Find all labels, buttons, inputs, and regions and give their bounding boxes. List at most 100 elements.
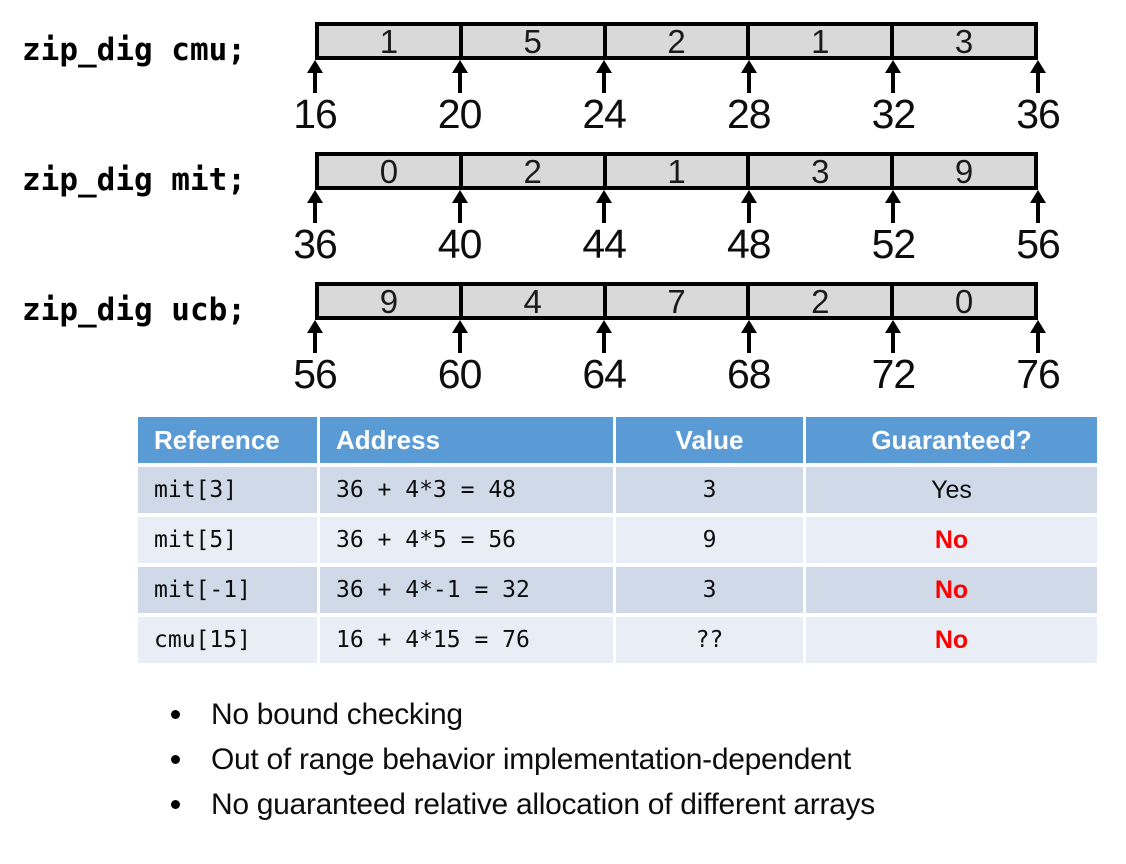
address-label-ucb-1: 60 bbox=[437, 351, 483, 397]
arrow-up-icon bbox=[307, 320, 323, 333]
arrow-shaft bbox=[457, 202, 462, 223]
address-arrow-cmu-3 bbox=[740, 60, 758, 93]
array-cell-ucb-0: 9 bbox=[319, 285, 463, 318]
arrow-up-icon bbox=[885, 320, 902, 333]
guaranteed-cell: Yes bbox=[806, 467, 1097, 513]
arrow-up-icon bbox=[885, 190, 902, 203]
guaranteed-text: Yes bbox=[931, 475, 972, 504]
arrow-up-icon bbox=[1030, 60, 1046, 73]
guaranteed-text: No bbox=[934, 575, 969, 604]
value-cell: 3 bbox=[616, 567, 806, 613]
bullet-text: No bound checking bbox=[211, 697, 463, 731]
address-cell: 36 + 4*-1 = 32 bbox=[320, 567, 616, 613]
table-row: mit[5] 36 + 4*5 = 56 9 No bbox=[138, 517, 1097, 563]
guaranteed-text: No bbox=[934, 625, 969, 654]
address-arrow-cmu-4 bbox=[884, 60, 902, 93]
address-arrow-mit-4 bbox=[884, 190, 902, 223]
array-cell-cmu-4: 3 bbox=[954, 22, 974, 60]
address-arrow-ucb-1 bbox=[451, 320, 469, 353]
arrow-up-icon bbox=[740, 60, 757, 73]
arrow-shaft bbox=[313, 202, 317, 223]
arrow-up-icon bbox=[451, 60, 468, 73]
array-cell-ucb-4: 0 bbox=[954, 282, 974, 320]
address-arrow-cmu-5 bbox=[1029, 60, 1047, 93]
reference-table: Reference Address Value Guaranteed? mit[3] 36… bbox=[138, 417, 1097, 667]
column-header-reference: Reference bbox=[138, 417, 320, 463]
guaranteed-cell: No bbox=[806, 567, 1097, 613]
array-cell-mit-4: 9 bbox=[954, 152, 974, 190]
address-label-ucb-0: 56 bbox=[293, 351, 338, 397]
arrow-shaft bbox=[1036, 72, 1040, 93]
address-label-cmu-5: 36 bbox=[1016, 91, 1061, 137]
bullet-text: No guaranteed relative allocation of dif… bbox=[211, 787, 875, 821]
column-header-value: Value bbox=[616, 417, 806, 463]
address-label-cmu-4: 32 bbox=[871, 91, 917, 137]
array-cell-cmu-1: 5 bbox=[463, 25, 607, 58]
arrow-up-icon bbox=[451, 190, 468, 203]
address-arrow-ucb-0 bbox=[306, 320, 324, 353]
arrow-up-icon bbox=[596, 320, 613, 333]
array-cell-cmu-2: 2 bbox=[607, 25, 751, 58]
array-cell-mit-3: 3 bbox=[750, 155, 895, 188]
address-cell: 16 + 4*15 = 76 bbox=[320, 617, 616, 663]
array-cell-mit-1: 2 bbox=[463, 155, 607, 188]
address-arrow-cmu-1 bbox=[451, 60, 469, 93]
address-arrow-mit-3 bbox=[740, 190, 758, 223]
array-cell-mit-2: 1 bbox=[607, 155, 751, 188]
arrow-shaft bbox=[1036, 332, 1040, 353]
address-arrow-mit-5 bbox=[1029, 190, 1047, 223]
value-cell: 3 bbox=[616, 467, 806, 513]
bullet-dot-icon bbox=[171, 710, 180, 719]
arrow-up-icon bbox=[307, 190, 323, 203]
array-cell-ucb-2: 7 bbox=[607, 285, 751, 318]
arrow-up-icon bbox=[740, 320, 757, 333]
address-label-ucb-5: 76 bbox=[1016, 351, 1061, 397]
address-arrow-mit-0 bbox=[306, 190, 324, 223]
array-cell-cmu-3: 1 bbox=[750, 25, 895, 58]
column-header-address: Address bbox=[320, 417, 616, 463]
arrow-shaft bbox=[891, 202, 896, 223]
arrow-shaft bbox=[457, 332, 462, 353]
arrow-up-icon bbox=[740, 190, 757, 203]
arrow-up-icon bbox=[596, 190, 613, 203]
arrow-up-icon bbox=[451, 320, 468, 333]
arrow-shaft bbox=[891, 72, 896, 93]
address-cell: 36 + 4*3 = 48 bbox=[320, 467, 616, 513]
address-label-mit-3: 48 bbox=[726, 221, 772, 267]
arrow-shaft bbox=[746, 332, 751, 353]
arrow-shaft bbox=[746, 202, 751, 223]
arrow-up-icon bbox=[596, 60, 613, 73]
array-declaration-ucb: zip_dig ucb; bbox=[22, 292, 246, 328]
array-cell-ucb-3: 2 bbox=[750, 285, 895, 318]
array-declaration-mit: zip_dig mit; bbox=[22, 162, 246, 198]
arrow-up-icon bbox=[1030, 190, 1046, 203]
address-arrow-ucb-4 bbox=[884, 320, 902, 353]
bullet-item: No guaranteed relative allocation of dif… bbox=[171, 782, 875, 827]
bullet-text: Out of range behavior implementation-dep… bbox=[211, 742, 851, 776]
guaranteed-cell: No bbox=[806, 617, 1097, 663]
arrow-up-icon bbox=[307, 60, 323, 73]
address-label-cmu-0: 16 bbox=[293, 91, 338, 137]
address-label-mit-5: 56 bbox=[1016, 221, 1061, 267]
bullet-dot-icon bbox=[171, 755, 180, 764]
address-arrow-ucb-5 bbox=[1029, 320, 1047, 353]
address-label-mit-2: 44 bbox=[582, 221, 627, 267]
address-label-mit-1: 40 bbox=[437, 221, 483, 267]
address-arrow-ucb-3 bbox=[740, 320, 758, 353]
arrow-shaft bbox=[313, 72, 317, 93]
address-label-ucb-2: 64 bbox=[582, 351, 627, 397]
arrow-shaft bbox=[891, 332, 896, 353]
bullet-dot-icon bbox=[171, 800, 180, 809]
reference-cell: mit[-1] bbox=[138, 567, 320, 613]
address-label-cmu-1: 20 bbox=[437, 91, 483, 137]
array-cell-cmu-0: 1 bbox=[319, 25, 463, 58]
array-declaration-cmu: zip_dig cmu; bbox=[22, 32, 246, 68]
array-cell-mit-0: 0 bbox=[319, 155, 463, 188]
address-arrow-mit-1 bbox=[451, 190, 469, 223]
value-cell: 9 bbox=[616, 517, 806, 563]
arrow-shaft bbox=[313, 332, 317, 353]
